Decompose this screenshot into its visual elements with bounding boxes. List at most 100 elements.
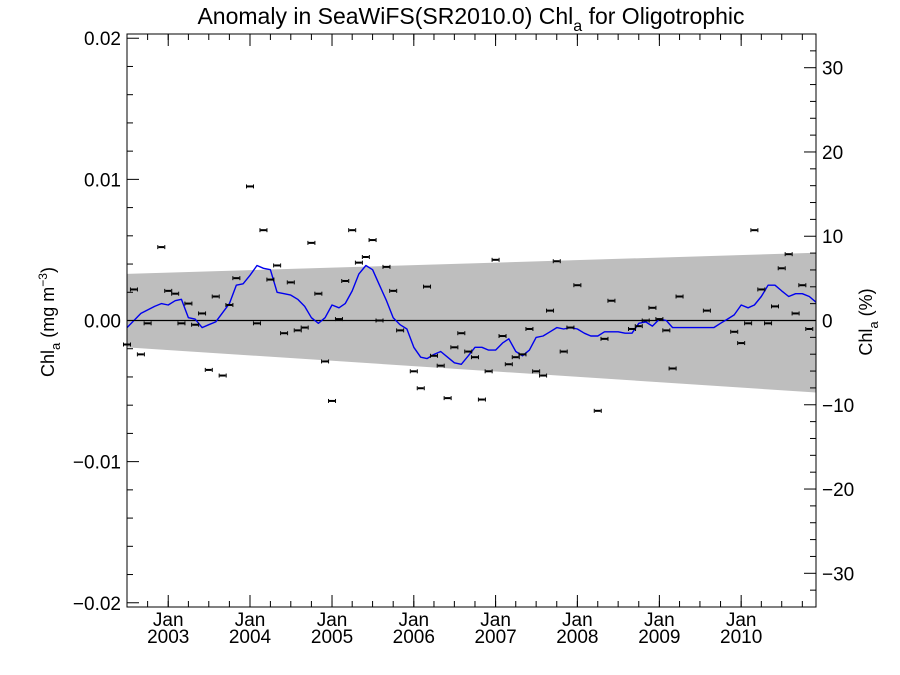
- data-point: [136, 352, 145, 357]
- data-point: [211, 294, 220, 299]
- data-point: [321, 359, 330, 364]
- y-left-tick-label: 0.01: [84, 170, 121, 191]
- chart-title: Anomaly in SeaWiFS(SR2010.0) Chla for Ol…: [197, 3, 744, 35]
- data-point: [573, 283, 582, 288]
- data-point: [539, 373, 548, 378]
- data-point: [757, 287, 766, 292]
- data-point: [436, 363, 445, 368]
- data-point: [334, 317, 343, 322]
- y-left-tick-label: 0.02: [84, 29, 121, 50]
- data-point: [273, 263, 282, 268]
- data-point: [798, 283, 807, 288]
- y-right-tick-label: −30: [822, 564, 854, 585]
- y-left-tick-label: −0.01: [73, 453, 121, 474]
- x-tick-label-year: 2010: [720, 627, 762, 648]
- y-right-tick-label: −10: [822, 396, 854, 417]
- y-right-label-main: Chl: [856, 329, 876, 356]
- data-point: [443, 396, 452, 401]
- x-tick-label-month: Jan: [153, 610, 184, 631]
- data-point: [375, 318, 384, 323]
- data-point: [382, 264, 391, 269]
- data-point: [777, 266, 786, 271]
- x-tick-label-month: Jan: [480, 610, 511, 631]
- data-point: [464, 349, 473, 354]
- uncertainty-band: [127, 252, 816, 393]
- data-point: [157, 245, 166, 250]
- data-point: [484, 369, 493, 374]
- data-point: [662, 328, 671, 333]
- x-tick-label-month: Jan: [398, 610, 429, 631]
- chart-title-suffix: for Oligotrophic: [582, 3, 744, 29]
- data-point: [177, 321, 186, 326]
- y-right-tick-label: 10: [822, 227, 843, 248]
- data-point: [259, 228, 268, 233]
- data-point: [184, 301, 193, 306]
- data-point: [552, 259, 561, 264]
- data-point: [198, 311, 207, 316]
- data-point: [416, 386, 425, 391]
- data-point: [328, 398, 337, 403]
- data-point: [518, 352, 527, 357]
- data-point: [805, 326, 814, 331]
- data-point: [423, 284, 432, 289]
- x-tick-label-year: 2003: [147, 627, 189, 648]
- y-right-tick-label: 20: [822, 143, 843, 164]
- data-point: [532, 369, 541, 374]
- data-point: [668, 366, 677, 371]
- data-point: [286, 280, 295, 285]
- data-point: [525, 326, 534, 331]
- data-point: [784, 252, 793, 257]
- data-point: [266, 277, 275, 282]
- data-point: [764, 321, 773, 326]
- y-left-label-sub: a: [48, 342, 63, 350]
- x-tick-label-year: 2006: [393, 627, 435, 648]
- data-point: [655, 317, 664, 322]
- y-left-label-sup: −3: [36, 273, 50, 287]
- x-tick-label-month: Jan: [562, 610, 593, 631]
- x-tick-label-month: Jan: [644, 610, 675, 631]
- data-point: [498, 334, 507, 339]
- y-left-label-rest: (mg m: [38, 287, 58, 343]
- data-point: [368, 238, 377, 243]
- data-point: [361, 254, 370, 259]
- data-point: [246, 184, 255, 189]
- data-point: [429, 353, 438, 358]
- data-point: [791, 311, 800, 316]
- data-point: [641, 318, 650, 323]
- data-point: [409, 369, 418, 374]
- data-point: [225, 302, 234, 307]
- data-point: [504, 362, 513, 367]
- axes: 0.020.010.00−0.01−0.023020100−10−20−30Ja…: [73, 29, 854, 648]
- data-point: [348, 228, 357, 233]
- data-point: [354, 260, 363, 265]
- data-point: [300, 325, 309, 330]
- x-tick-label-year: 2008: [556, 627, 598, 648]
- y-left-label-main: Chl: [38, 350, 58, 377]
- y-left-label-close: ): [38, 267, 58, 273]
- data-point: [648, 305, 657, 310]
- data-point: [750, 228, 759, 233]
- data-point: [389, 288, 398, 293]
- data-point: [546, 308, 555, 313]
- data-point: [232, 276, 241, 281]
- data-point: [559, 349, 568, 354]
- running-mean-line: [126, 264, 817, 365]
- data-point: [191, 322, 200, 327]
- data-point: [218, 373, 227, 378]
- data-point: [204, 367, 213, 372]
- data-point: [457, 331, 466, 336]
- data-point: [566, 325, 575, 330]
- data-point: [129, 287, 138, 292]
- data-point: [314, 291, 323, 296]
- data-point: [252, 321, 261, 326]
- data-point: [143, 321, 152, 326]
- data-point: [600, 336, 609, 341]
- data-point: [744, 321, 753, 326]
- y-right-tick-label: 30: [822, 59, 843, 80]
- data-point: [280, 331, 289, 336]
- data-point: [607, 298, 616, 303]
- data-point: [477, 397, 486, 402]
- x-tick-label-year: 2009: [638, 627, 680, 648]
